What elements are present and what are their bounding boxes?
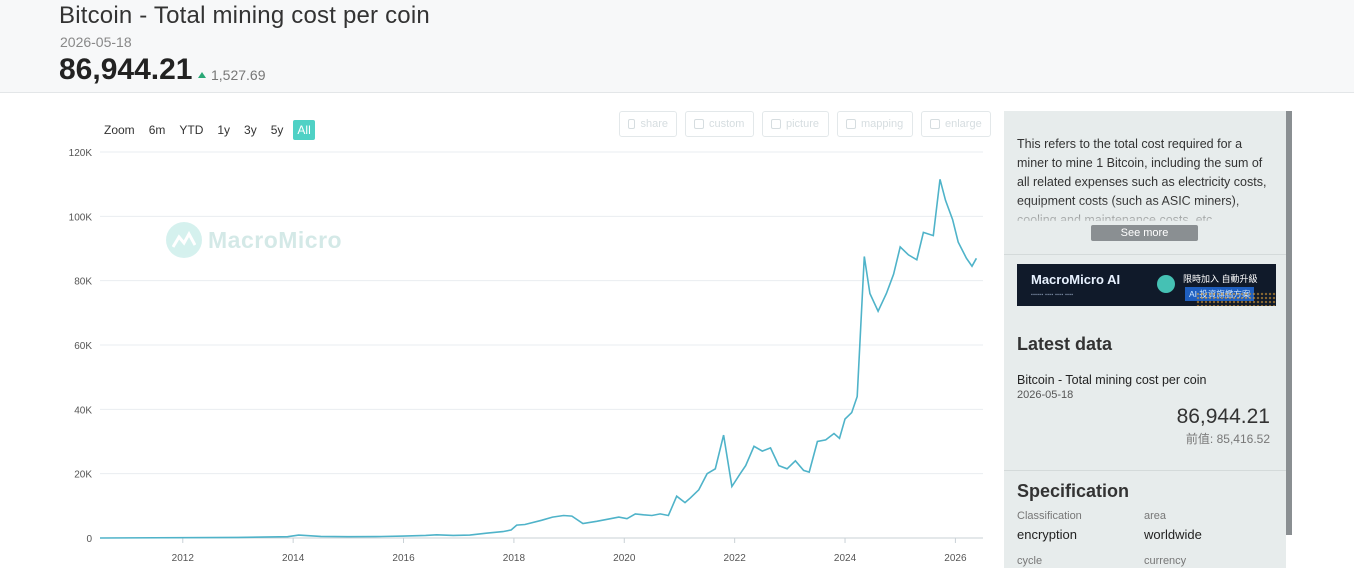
previous-value: 85,416.52 [1216,432,1270,446]
custom-label: custom [709,118,745,130]
range-selector: Zoom 6m YTD 1y 3y 5y All [104,120,321,140]
banner-title: MacroMicro AI [1031,272,1121,287]
header-date: 2026-05-18 [60,34,132,50]
spec-cycle-label: cycle [1017,555,1043,567]
x-tick-label: 2018 [503,553,526,564]
latest-date: 2026-05-18 [1017,389,1074,401]
y-tick-label: 60K [74,341,92,352]
up-arrow-icon [198,72,206,78]
divider [1004,254,1286,255]
picture-button[interactable]: picture [762,111,829,137]
expand-icon [930,119,940,129]
latest-series-name: Bitcoin - Total mining cost per coin [1017,373,1207,387]
x-tick-label: 2014 [282,553,305,564]
range-all-button[interactable]: All [293,120,315,140]
y-tick-label: 0 [86,534,92,545]
gear-icon [694,119,704,129]
y-tick-label: 120K [69,148,93,159]
x-tick-label: 2026 [944,553,967,564]
range-5y-button[interactable]: 5y [270,123,284,137]
spec-currency-label: currency [1144,555,1187,567]
pencil-icon [846,119,856,129]
banner-dots-graphic [1196,292,1276,306]
x-tick-label: 2020 [613,553,636,564]
picture-label: picture [786,118,820,130]
range-3y-button[interactable]: 3y [244,123,257,137]
spec-area-label: area [1144,510,1167,522]
spec-area-value: worldwide [1144,527,1202,542]
page-title: Bitcoin - Total mining cost per coin [59,2,430,29]
latest-value: 86,944.21 [1176,405,1270,428]
line-chart: 0 20K 40K 60K 80K 100K 120K 2012 2014 2016 2018 20… [69,148,983,564]
info-panel: This refers to the total cost required f… [1004,111,1286,568]
header-change: 1,527.69 [198,67,266,83]
mapping-label: mapping [861,118,904,130]
range-1y-button[interactable]: 1y [217,123,231,137]
spec-classification-label: Classification [1017,510,1082,522]
mapping-button[interactable]: mapping [837,111,913,137]
custom-button[interactable]: custom [685,111,754,137]
zoom-label: Zoom [104,123,135,137]
divider [1004,470,1286,471]
banner-tagline-graphic: ▪▪▪▪▪▪ ▪▪▪▪ ▪▪▪▪ ▪▪▪▪ [1031,292,1074,298]
share-button[interactable]: share [619,111,677,137]
description-fade [1004,201,1286,227]
range-6m-button[interactable]: 6m [148,123,166,137]
latest-data-title: Latest data [1017,334,1113,354]
range-ytd-button[interactable]: YTD [179,123,204,137]
macromicro-logo-icon [166,222,202,258]
y-tick-label: 20K [74,470,92,481]
download-icon [771,119,781,129]
panel-scrollbar[interactable] [1286,111,1292,535]
share-label: share [640,118,668,130]
watermark: MacroMicro [166,222,342,258]
banner-logo-icon [1157,275,1175,293]
x-tick-label: 2022 [724,553,747,564]
x-tick-label: 2024 [834,553,857,564]
y-tick-label: 40K [74,405,92,416]
watermark-text: MacroMicro [208,226,343,253]
y-tick-label: 80K [74,277,92,288]
x-tick-label: 2016 [392,553,415,564]
macromicro-ai-banner[interactable]: MacroMicro AI ▪▪▪▪▪▪ ▪▪▪▪ ▪▪▪▪ ▪▪▪▪ 限時加入… [1017,264,1276,306]
enlarge-label: enlarge [945,118,982,130]
previous-label: 前值: [1185,432,1214,446]
enlarge-button[interactable]: enlarge [921,111,991,137]
specification-title: Specification [1017,481,1130,501]
x-tick-label: 2012 [172,553,195,564]
header-change-value: 1,527.69 [211,67,266,83]
series-line [99,179,978,539]
header-latest-value: 86,944.21 [59,53,193,86]
banner-line-1: 限時加入 自動升級 [1183,274,1258,284]
see-more-button[interactable]: See more [1091,225,1198,241]
previous-value-row: 前值: 85,416.52 [1186,430,1270,447]
share-icon [628,119,636,129]
y-tick-label: 100K [69,212,93,223]
spec-classification-value: encryption [1017,527,1077,542]
page-header: Bitcoin - Total mining cost per coin 202… [0,0,1354,93]
